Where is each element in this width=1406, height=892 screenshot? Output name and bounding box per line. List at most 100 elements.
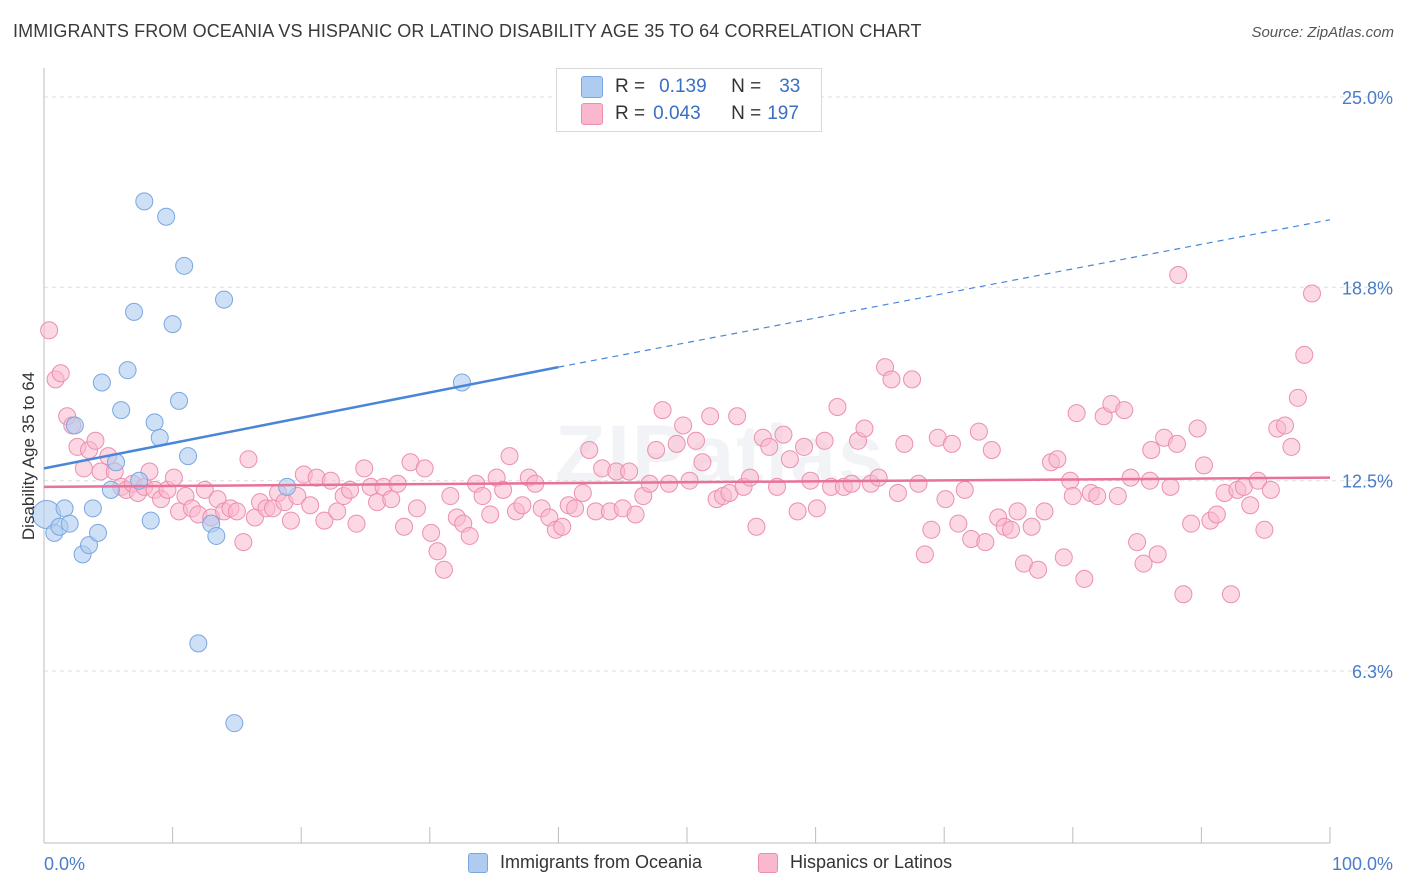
hispanics-point <box>1241 496 1260 515</box>
hispanics-point <box>626 505 645 524</box>
hispanics-point <box>741 468 760 487</box>
hispanics-point <box>553 517 572 536</box>
oceania-point <box>163 315 182 334</box>
oceania-point <box>215 290 234 309</box>
hispanics-point <box>422 523 441 542</box>
hispanics-point <box>888 483 907 502</box>
hispanics-point <box>460 526 479 545</box>
series-oceania-points <box>32 192 471 733</box>
legend-n-label: N = <box>731 76 762 97</box>
hispanics-point <box>315 511 334 530</box>
hispanics-trend-line <box>43 476 1331 489</box>
bottom-legend-label-oceania: Immigrants from Oceania <box>500 852 703 872</box>
oceania-point <box>125 302 144 321</box>
hispanics-point <box>1288 388 1307 407</box>
oceania-point <box>80 536 99 555</box>
hispanics-point <box>1169 266 1188 285</box>
legend-n-value: 197 <box>767 103 799 124</box>
hispanics-point <box>1035 502 1054 521</box>
oceania-point <box>83 499 102 518</box>
hispanics-point <box>982 440 1001 459</box>
hispanics-point <box>239 450 258 469</box>
hispanics-point <box>1108 487 1127 506</box>
hispanics-point <box>1188 419 1207 438</box>
hispanics-point <box>395 517 414 536</box>
hispanics-point <box>647 440 666 459</box>
hispanics-point <box>1063 487 1082 506</box>
hispanics-point <box>949 514 968 533</box>
axes <box>43 68 1331 844</box>
hispanics-point <box>513 496 532 515</box>
hispanics-point <box>500 447 519 466</box>
hispanics-point <box>1275 416 1294 435</box>
hispanics-point <box>815 431 834 450</box>
hispanics-point <box>1261 480 1280 499</box>
oceania-point <box>141 511 160 530</box>
hispanics-point <box>1022 517 1041 536</box>
legend-row-oceania: R = 0.139 N = 33 <box>581 74 800 100</box>
hispanics-point <box>321 471 340 490</box>
hispanics-point <box>942 434 961 453</box>
series-hispanics-points <box>40 266 1321 604</box>
hispanics-point <box>1295 345 1314 364</box>
trend-lines <box>43 219 1331 489</box>
hispanics-point <box>855 419 874 438</box>
oceania-point <box>65 416 84 435</box>
hispanics-point <box>566 499 585 518</box>
hispanics-point <box>969 422 988 441</box>
hispanics-point <box>701 407 720 426</box>
hispanics-point <box>227 502 246 521</box>
hispanics-point <box>807 499 826 518</box>
chart-title: IMMIGRANTS FROM OCEANIA VS HISPANIC OR L… <box>13 21 922 41</box>
hispanics-point <box>407 499 426 518</box>
oceania-point <box>92 373 111 392</box>
hispanics-point <box>382 490 401 509</box>
legend-n-value: 33 <box>779 76 801 97</box>
grid <box>44 96 1395 672</box>
legend-swatch-oceania <box>581 76 603 98</box>
hispanics-point <box>747 517 766 536</box>
hispanics-point <box>1140 471 1159 490</box>
hispanics-point <box>355 459 374 478</box>
hispanics-point <box>760 437 779 456</box>
oceania-trend-line <box>43 365 559 470</box>
hispanics-point <box>580 440 599 459</box>
legend-row-hispanics: R = 0.043 N = 197 <box>581 101 799 127</box>
oceania-point <box>207 526 226 545</box>
oceania-point <box>278 477 297 496</box>
hispanics-point <box>1048 450 1067 469</box>
oceania-trend-extension <box>558 219 1331 368</box>
hispanics-point <box>869 468 888 487</box>
hispanics-point <box>680 471 699 490</box>
hispanics-point <box>1067 404 1086 423</box>
legend-n-label: N = <box>731 103 762 124</box>
bottom-legend-swatch-oceania <box>468 852 488 873</box>
oceania-point <box>55 499 74 518</box>
hispanics-point <box>1221 585 1240 604</box>
oceania-point <box>112 401 131 420</box>
hispanics-point <box>976 533 995 552</box>
hispanics-point <box>328 502 347 521</box>
hispanics-point <box>415 459 434 478</box>
hispanics-point <box>1142 440 1161 459</box>
hispanics-point <box>882 370 901 389</box>
y-axis-label: Disability Age 35 to 64 <box>19 372 38 540</box>
hispanics-point <box>573 483 592 502</box>
hispanics-point <box>620 462 639 481</box>
hispanics-point <box>1255 520 1274 539</box>
hispanics-point <box>473 487 492 506</box>
hispanics-point <box>1115 401 1134 420</box>
hispanics-point <box>1167 434 1186 453</box>
oceania-point <box>89 523 108 542</box>
hispanics-point <box>1148 545 1167 564</box>
hispanics-point <box>653 401 672 420</box>
hispanics-point <box>1008 502 1027 521</box>
hispanics-point <box>51 364 70 383</box>
y-tick-label: 18.8% <box>1342 278 1393 298</box>
oceania-point <box>101 480 120 499</box>
x-tick-label: 100.0% <box>1332 854 1393 874</box>
hispanics-point <box>1128 533 1147 552</box>
hispanics-point <box>234 533 253 552</box>
hispanics-point <box>780 450 799 469</box>
hispanics-point <box>1174 585 1193 604</box>
